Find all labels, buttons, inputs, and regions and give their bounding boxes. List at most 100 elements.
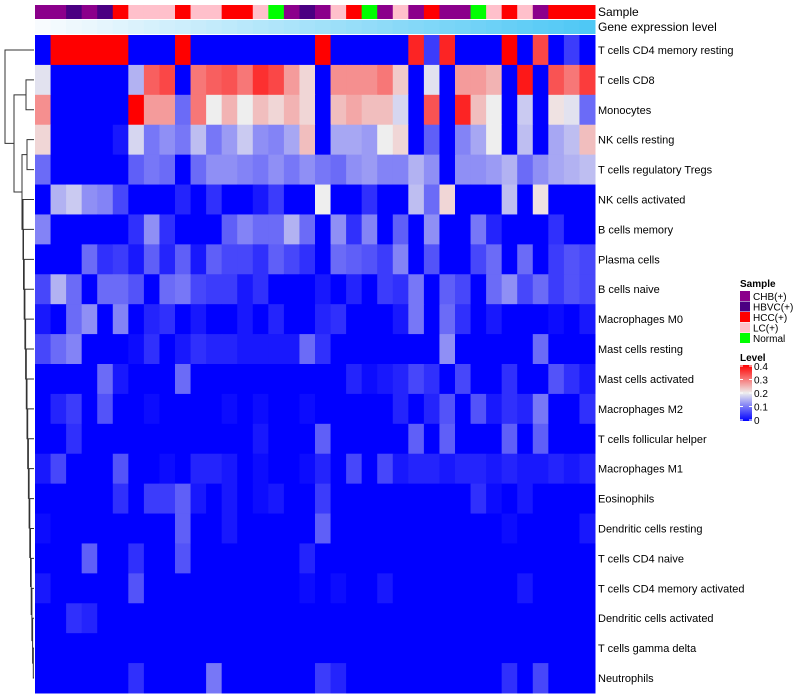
gene-expression-annotation-cell [548, 20, 565, 34]
heatmap-cell [501, 573, 518, 604]
heatmap-cell [50, 453, 67, 485]
dendrogram-branch [26, 139, 34, 171]
heatmap-cell [346, 543, 363, 574]
heatmap-cell [112, 423, 129, 455]
heatmap-cell [486, 334, 503, 365]
heatmap-cell [35, 513, 52, 544]
heatmap-cell [455, 304, 472, 335]
heatmap-cell [486, 423, 503, 455]
heatmap-cell [268, 334, 285, 365]
heatmap-cell [159, 94, 176, 126]
heatmap-cell [221, 274, 238, 305]
legend-sample-title: Sample [740, 279, 776, 290]
gene-expression-annotation-cell [486, 20, 503, 34]
heatmap-cell [315, 513, 332, 544]
row-label: NK cells resting [598, 135, 674, 147]
heatmap-cell [346, 184, 363, 215]
heatmap-cell [315, 453, 332, 485]
heatmap-cell [361, 453, 378, 485]
heatmap-cell [408, 64, 425, 96]
heatmap-cell [221, 154, 238, 186]
heatmap-cell [408, 334, 425, 365]
heatmap-cell [35, 603, 52, 634]
heatmap-cell [377, 364, 394, 395]
heatmap-cell [66, 663, 83, 694]
heatmap-cell [237, 334, 254, 365]
heatmap-cell [330, 633, 347, 664]
heatmap-cell [112, 513, 129, 544]
heatmap-cell [97, 633, 114, 664]
heatmap-cell [299, 663, 316, 694]
heatmap-cell [455, 453, 472, 485]
heatmap-cell [175, 244, 192, 275]
heatmap-cell [361, 364, 378, 395]
heatmap-cell [346, 364, 363, 395]
gene-expression-annotation-cell [112, 20, 129, 34]
heatmap-cell [268, 483, 285, 515]
heatmap-cell [206, 573, 223, 604]
row-label: T cells gamma delta [598, 643, 697, 655]
heatmap-cell [268, 94, 285, 126]
heatmap-cell [439, 184, 456, 215]
heatmap-cell [252, 573, 269, 604]
heatmap-cell [548, 423, 565, 455]
heatmap-cell [470, 543, 487, 574]
heatmap-cell [190, 513, 207, 544]
heatmap-cell [579, 663, 596, 694]
heatmap-cell [50, 304, 67, 335]
heatmap-cell [206, 393, 223, 425]
heatmap-cell [221, 423, 238, 455]
heatmap-cell [66, 483, 83, 515]
heatmap-cell [532, 214, 549, 245]
heatmap-cell [361, 633, 378, 664]
dendrogram-branch [30, 557, 34, 615]
sample-annotation-cell [563, 5, 580, 19]
heatmap-cell [532, 274, 549, 305]
heatmap-cell [190, 334, 207, 365]
sample-annotation-cell [35, 5, 52, 19]
heatmap-cell [346, 633, 363, 664]
heatmap-cell [97, 543, 114, 574]
heatmap-cell [81, 124, 98, 156]
heatmap-cell [237, 154, 254, 186]
heatmap-cell [579, 274, 596, 305]
heatmap-cell [252, 244, 269, 275]
heatmap-cell [361, 573, 378, 604]
heatmap-cell [299, 64, 316, 96]
heatmap-cell [50, 364, 67, 395]
heatmap-cell [486, 244, 503, 275]
heatmap-cell [112, 274, 129, 305]
gene-expression-annotation-cell [579, 20, 596, 34]
heatmap-cell [175, 453, 192, 485]
heatmap-cell [252, 214, 269, 245]
heatmap-cell [532, 94, 549, 126]
gene-expression-annotation-cell [470, 20, 487, 34]
heatmap-cell [579, 513, 596, 544]
heatmap-cell [486, 543, 503, 574]
heatmap-cell [35, 663, 52, 694]
heatmap-cell [423, 304, 440, 335]
heatmap-cell [501, 244, 518, 275]
heatmap-cell [439, 244, 456, 275]
heatmap-cell [346, 35, 363, 66]
row-label: Neutrophils [598, 673, 654, 685]
heatmap-cell [143, 573, 160, 604]
heatmap-cell [143, 393, 160, 425]
heatmap-cell [517, 483, 534, 515]
gene-expression-annotation-cell [268, 20, 285, 34]
heatmap-cell [548, 364, 565, 395]
heatmap-cell [97, 124, 114, 156]
heatmap-cell [221, 633, 238, 664]
heatmap-cell [346, 334, 363, 365]
row-label: T cells CD4 naive [598, 553, 684, 565]
heatmap-cell [361, 603, 378, 634]
heatmap-cell [50, 154, 67, 186]
heatmap-cell [283, 393, 300, 425]
sample-annotation-cell [392, 5, 409, 19]
heatmap-cell [377, 393, 394, 425]
heatmap-cell [128, 64, 145, 96]
heatmap-cell [361, 304, 378, 335]
heatmap-cell [35, 64, 52, 96]
heatmap-cell [252, 35, 269, 66]
heatmap-cell [299, 453, 316, 485]
